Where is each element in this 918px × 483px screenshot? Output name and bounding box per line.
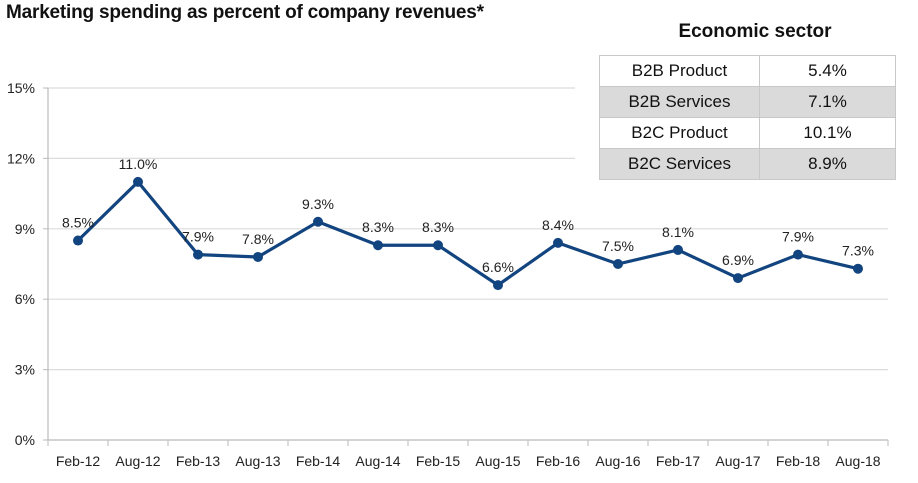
- series-line: [76, 180, 859, 287]
- data-label: 7.8%: [242, 231, 274, 247]
- x-tick-label: Feb-17: [656, 453, 701, 469]
- y-tick-label: 15%: [7, 80, 35, 96]
- x-tick-label: Feb-14: [296, 453, 341, 469]
- y-tick-label: 3%: [15, 362, 35, 378]
- sector-row: B2B Services 7.1%: [599, 86, 896, 118]
- data-label: 8.3%: [362, 219, 394, 235]
- gridlines: [48, 87, 888, 371]
- series-marketing-spending: [73, 176, 863, 291]
- data-label: 8.4%: [542, 217, 574, 233]
- data-point: [673, 244, 683, 255]
- x-tick-label: Feb-15: [416, 453, 461, 469]
- data-label: 8.3%: [422, 219, 454, 235]
- x-tick-label: Feb-16: [536, 453, 581, 469]
- x-tick-label: Feb-12: [56, 453, 101, 469]
- data-point: [373, 240, 383, 251]
- x-tick-label: Aug-14: [355, 453, 400, 469]
- data-label: 7.9%: [782, 229, 814, 245]
- sector-row: B2B Product 5.4%: [599, 55, 896, 87]
- data-point: [133, 176, 143, 187]
- data-label: 7.9%: [182, 229, 214, 245]
- data-label: 6.6%: [482, 259, 514, 275]
- sector-value: 5.4%: [759, 55, 896, 87]
- y-tick-label: 6%: [15, 291, 35, 307]
- sector-label: B2B Product: [599, 55, 760, 87]
- data-label: 8.5%: [62, 215, 94, 231]
- data-label: 7.3%: [842, 243, 874, 259]
- data-point: [553, 237, 563, 248]
- sector-label: B2C Product: [599, 117, 760, 149]
- data-point: [253, 251, 263, 262]
- x-tick-label: Aug-18: [835, 453, 880, 469]
- data-label: 7.5%: [602, 238, 634, 254]
- data-label: 8.1%: [662, 224, 694, 240]
- data-point: [193, 249, 203, 260]
- x-tick-label: Feb-13: [176, 453, 221, 469]
- sector-row: B2C Product 10.1%: [599, 117, 896, 149]
- data-labels: 8.5% 11.0% 7.9% 7.8% 9.3% 8.3% 8.3% 6.6% 8.4% 7.5…: [62, 156, 874, 275]
- data-point: [433, 240, 443, 251]
- sector-value: 10.1%: [759, 117, 896, 149]
- data-label: 11.0%: [119, 156, 158, 172]
- data-label: 9.3%: [302, 196, 334, 212]
- y-tick-label: 0%: [15, 432, 35, 448]
- x-axis-ticks: Feb-12 Aug-12 Feb-13 Aug-13 Feb-14 Aug-14 Feb-…: [47, 440, 889, 469]
- sector-label: B2B Services: [599, 86, 760, 118]
- x-tick-label: Aug-13: [235, 453, 280, 469]
- data-point: [793, 249, 803, 260]
- data-point: [853, 263, 863, 274]
- y-tick-label: 9%: [15, 221, 35, 237]
- x-tick-label: Feb-18: [776, 453, 821, 469]
- sector-value: 7.1%: [759, 86, 896, 118]
- data-label: 6.9%: [722, 252, 754, 268]
- data-point: [313, 216, 323, 227]
- sector-row: B2C Services 8.9%: [599, 148, 896, 180]
- data-point: [493, 280, 503, 291]
- sector-label: B2C Services: [599, 148, 760, 180]
- y-tick-label: 12%: [7, 150, 35, 166]
- sector-value: 8.9%: [759, 148, 896, 180]
- data-point: [73, 235, 83, 246]
- data-point: [613, 259, 623, 269]
- x-tick-label: Aug-12: [115, 453, 160, 469]
- x-tick-label: Aug-15: [475, 453, 520, 469]
- x-tick-label: Aug-16: [595, 453, 640, 469]
- chart-title: Marketing spending as percent of company…: [6, 2, 484, 23]
- x-tick-label: Aug-17: [715, 453, 760, 469]
- sector-table: B2B Product 5.4% B2B Services 7.1% B2C P…: [599, 55, 896, 180]
- y-axis-ticks: 0% 3% 6% 9% 12% 15%: [7, 80, 48, 448]
- data-point: [733, 273, 743, 284]
- sector-table-title: Economic sector: [678, 21, 832, 42]
